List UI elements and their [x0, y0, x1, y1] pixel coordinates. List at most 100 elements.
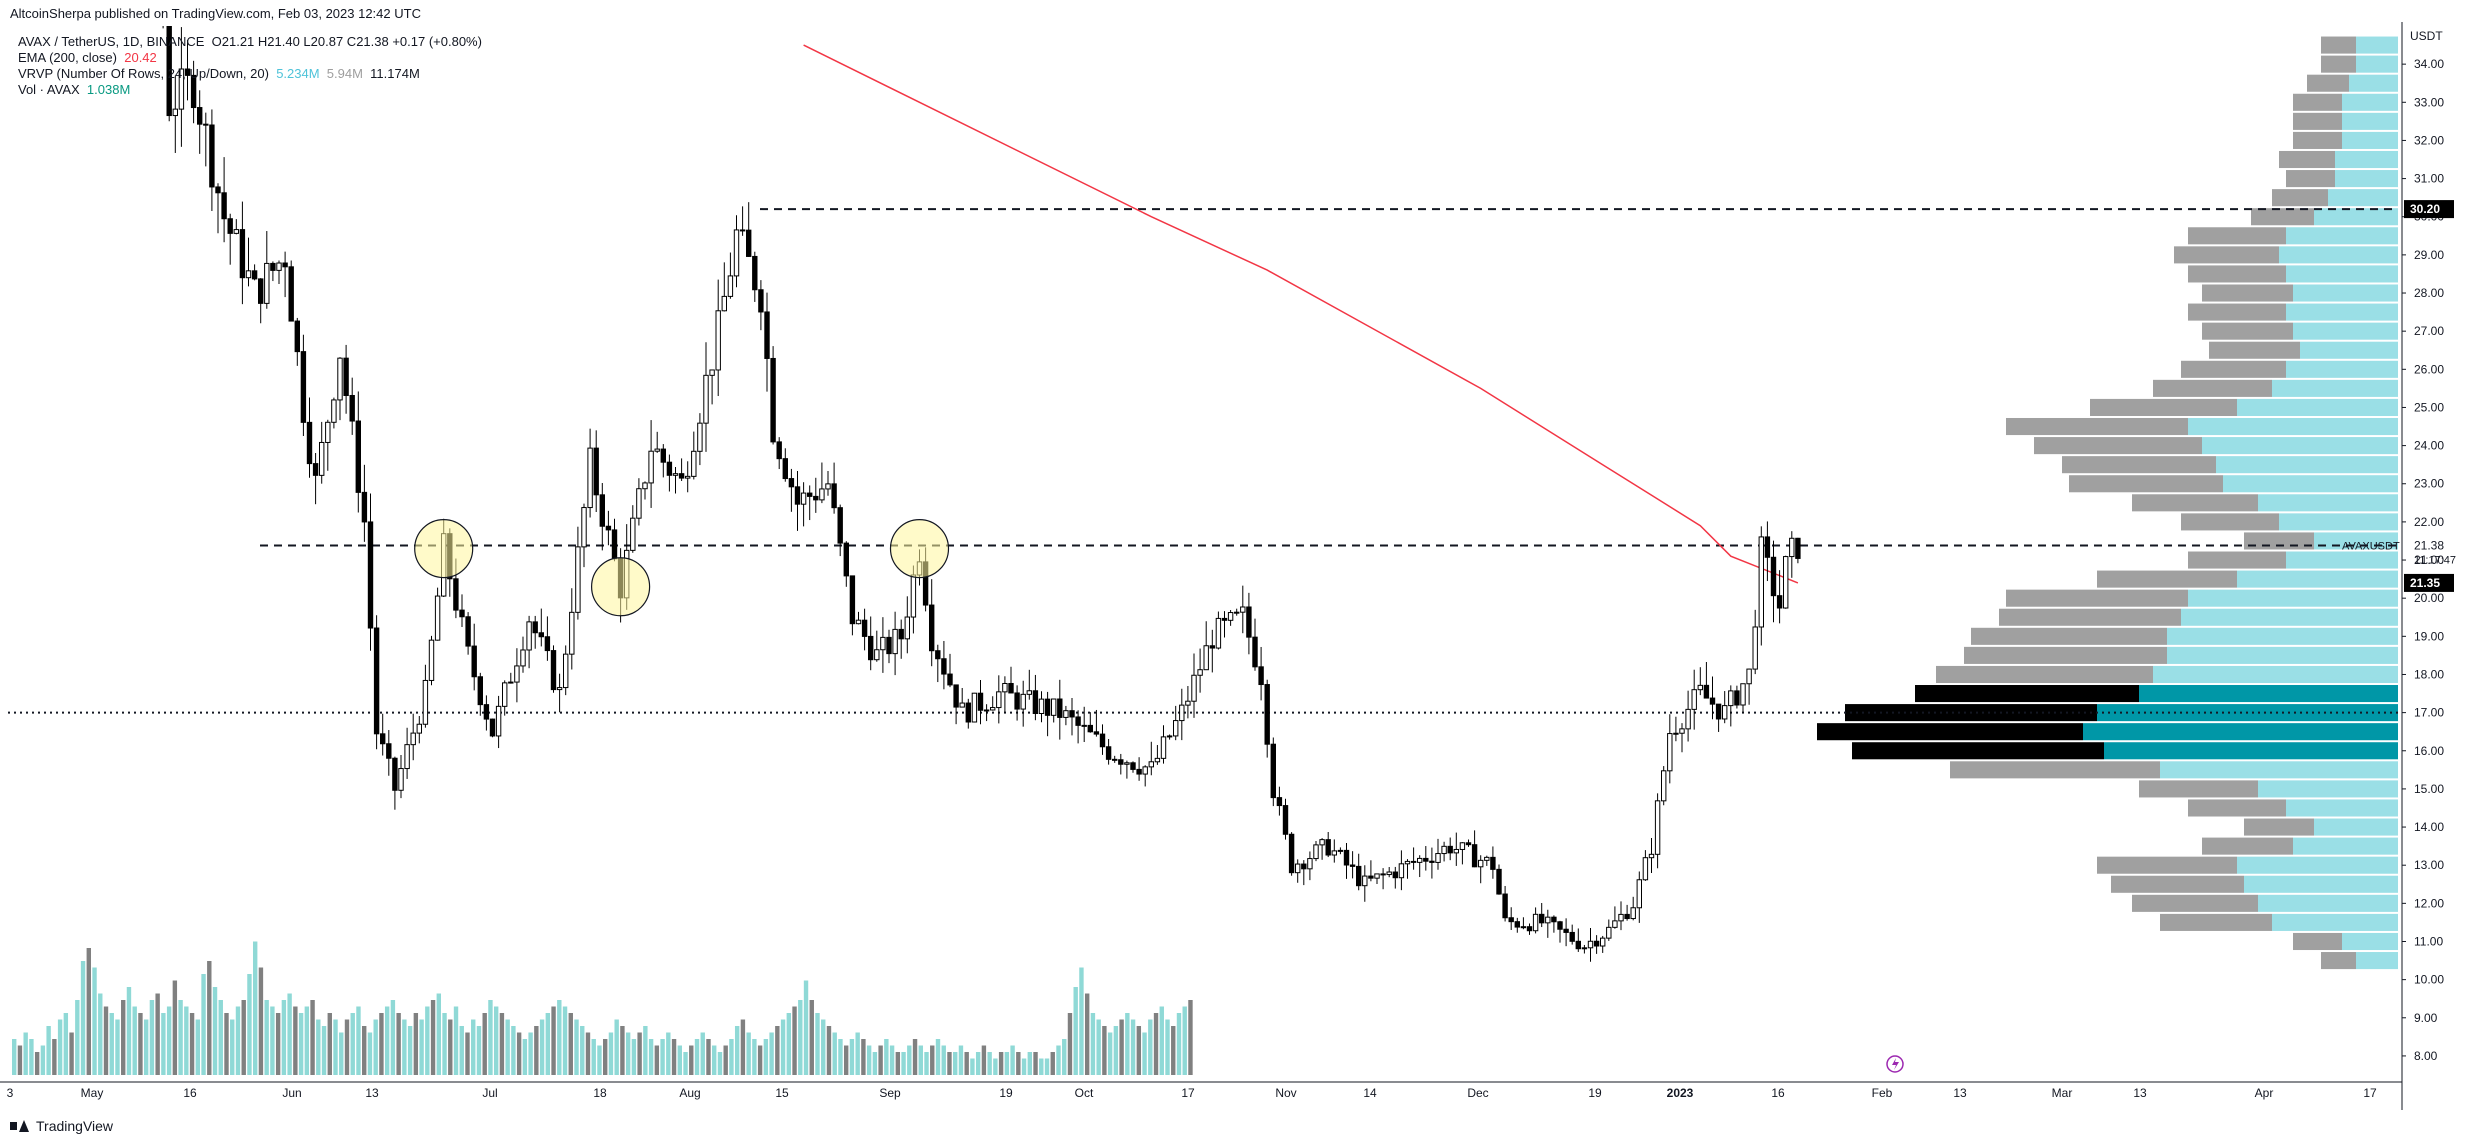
candle-down — [227, 218, 233, 234]
tradingview-footer[interactable]: TradingView — [10, 1118, 113, 1134]
volume-bar — [17, 1045, 23, 1075]
volume-bar — [80, 961, 86, 1075]
volume-bar — [895, 1052, 901, 1075]
vp-down-bar — [2090, 398, 2237, 416]
volume-bar — [1113, 1026, 1119, 1075]
vp-down-bar — [2188, 551, 2286, 569]
candle-up — [1295, 863, 1301, 874]
volume-bar — [786, 1013, 792, 1075]
volume-bar — [717, 1052, 723, 1075]
volume-bar — [1159, 1006, 1164, 1075]
candle-up — [556, 687, 563, 691]
candle-down — [1014, 692, 1020, 710]
ema-price-badge — [2404, 573, 2454, 592]
price-tick-label: 15.00 — [2414, 782, 2444, 796]
candle-down — [739, 229, 746, 232]
candle-up — [520, 649, 526, 667]
volume-bar — [866, 1045, 872, 1075]
volume-bar — [706, 1039, 711, 1075]
candle-down — [1770, 556, 1777, 597]
candle-down — [373, 627, 380, 735]
time-tick-label: 16 — [1771, 1086, 1785, 1100]
volume-bar — [327, 1013, 332, 1075]
vp-down-bar — [2244, 818, 2314, 836]
candle-up — [331, 399, 337, 423]
candle-down — [593, 447, 599, 496]
vp-up-bar — [2167, 627, 2398, 645]
volume-bar — [172, 980, 178, 1075]
volume-bar — [52, 1039, 57, 1075]
volume-bar — [379, 1013, 384, 1075]
candle-up — [1386, 871, 1392, 876]
candle-down — [1703, 684, 1710, 699]
legend-symbol-row[interactable]: AVAX / TetherUS, 1D, BINANCE O21.21 H21.… — [18, 34, 482, 50]
candle-up — [178, 68, 185, 110]
time-tick-label: 13 — [1953, 1086, 1967, 1100]
last-price-label: 21.38 — [2414, 539, 2444, 553]
candle-down — [489, 718, 496, 737]
candle-up — [654, 448, 660, 452]
volume-bar — [872, 1052, 878, 1075]
volume-bar — [275, 1013, 281, 1075]
volume-bar — [775, 1026, 780, 1075]
volume-bar — [287, 993, 292, 1075]
volume-bar — [356, 1006, 361, 1075]
vp-up-bar — [2237, 570, 2398, 588]
legend-ema-row[interactable]: EMA (200, close) 20.42 — [18, 50, 482, 66]
volume-bar — [252, 941, 258, 1075]
candle-up — [1654, 800, 1661, 855]
candle-up — [1789, 537, 1795, 558]
volume-bar — [671, 1039, 677, 1075]
volume-bar — [448, 1019, 453, 1075]
time-tick-label: 19 — [999, 1086, 1013, 1100]
vp-up-bar — [2167, 646, 2398, 664]
candle-up — [276, 262, 282, 271]
vp-down-bar — [2097, 856, 2237, 874]
time-tick-label: Nov — [1275, 1086, 1296, 1100]
candle-down — [831, 483, 837, 509]
volume-bar — [861, 1039, 866, 1075]
volume-bar — [1050, 1052, 1055, 1075]
volume-bar — [1182, 1006, 1187, 1075]
candle-down — [788, 478, 795, 488]
volume-bar — [149, 1000, 155, 1075]
vp-down-bar — [1936, 665, 2153, 684]
candle-down — [1368, 875, 1374, 879]
candle-up — [703, 374, 709, 424]
candle-down — [770, 357, 776, 443]
volume-bar — [384, 1006, 390, 1075]
vp-up-bar — [2286, 303, 2398, 321]
time-tick-label: Mar — [2052, 1086, 2073, 1100]
candle-up — [1148, 761, 1154, 768]
candle-up — [1234, 611, 1240, 614]
price-tick-label: 19.00 — [2414, 629, 2444, 643]
candle-up — [1532, 913, 1539, 932]
volume-bar — [373, 1019, 378, 1075]
candle-down — [221, 192, 227, 220]
candle-up — [1197, 669, 1203, 676]
vp-down-bar — [2160, 913, 2272, 931]
candle-down — [1356, 865, 1362, 887]
highlight-circle — [414, 518, 474, 579]
volume-bar — [889, 1045, 895, 1075]
volume-bar — [471, 1019, 476, 1075]
volume-bar — [264, 1000, 269, 1075]
volume-bar — [689, 1045, 694, 1075]
candle-up — [733, 229, 740, 277]
price-tick-label: 9.00 — [2414, 1011, 2438, 1025]
volume-bar — [1073, 987, 1078, 1075]
resistance-price-badge — [2404, 200, 2454, 219]
candle-down — [184, 68, 191, 76]
volume-bar — [143, 1019, 149, 1075]
bar-countdown-label: 11:17:47 — [2414, 555, 2456, 567]
volume-bar — [935, 1039, 941, 1075]
vp-down-bar — [1999, 608, 2181, 626]
legend-vol-row[interactable]: Vol · AVAX 1.038M — [18, 82, 482, 98]
vp-down-bar — [2307, 74, 2349, 92]
legend-vrvp-row[interactable]: VRVP (Number Of Rows, 24, Up/Down, 20) 5… — [18, 66, 482, 82]
candle-up — [1783, 556, 1789, 609]
volume-bar — [1090, 1013, 1096, 1075]
volume-bar — [941, 1045, 946, 1075]
candle-up — [1673, 732, 1679, 735]
volume-bar — [1125, 1013, 1130, 1075]
